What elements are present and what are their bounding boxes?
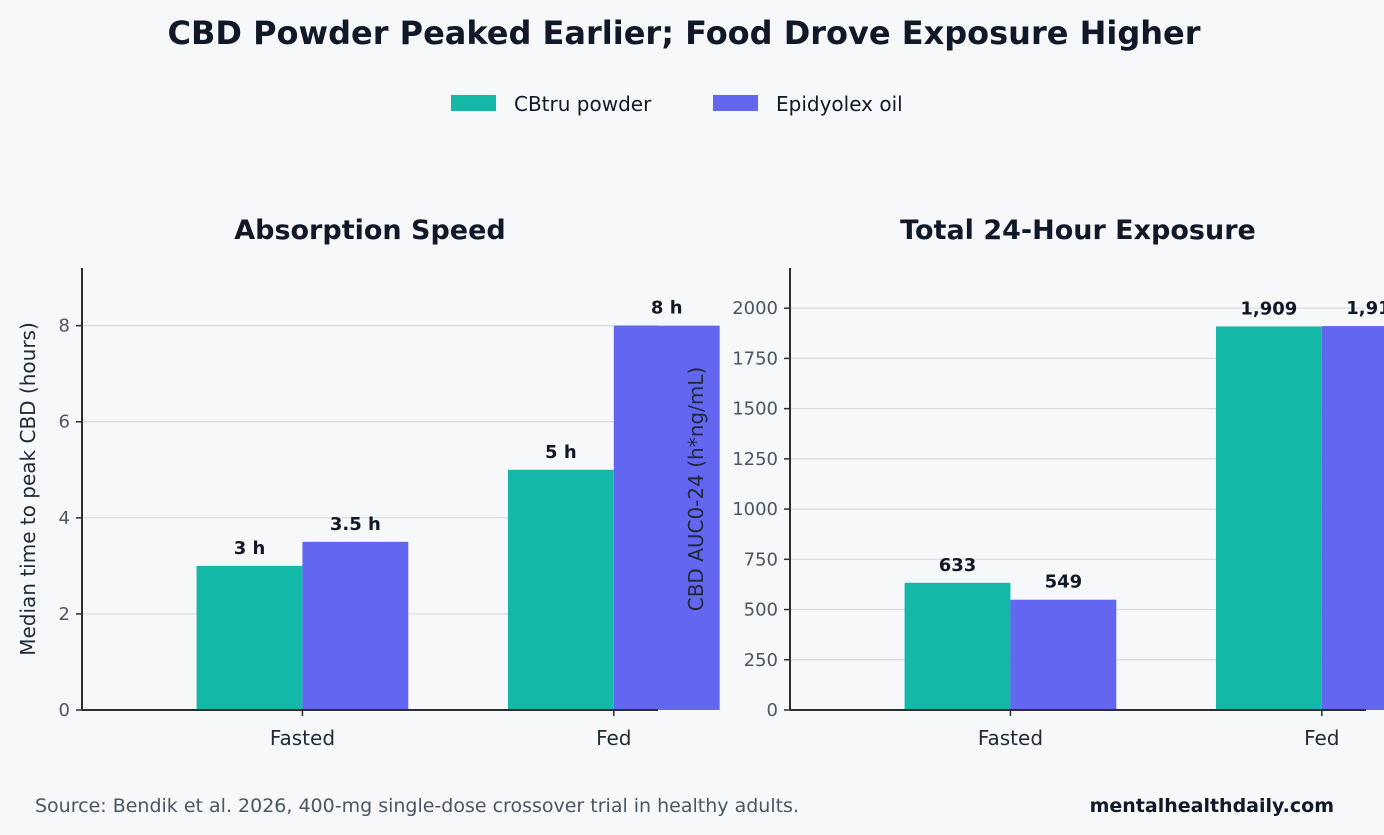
legend-label-2: Epidyolex oil	[776, 92, 903, 116]
legend: CBtru powder Epidyolex oil	[451, 92, 903, 116]
chart-panels: Absorption Speed 0 2 4 6 8 3 h 5 h 3.5 h 8 h Faste…	[16, 215, 1384, 750]
y-tick-label: 0	[767, 700, 778, 721]
y-tick-label: 1750	[732, 348, 778, 369]
y-axis-label: Median time to peak CBD (hours)	[16, 322, 40, 656]
x-tick-label: Fasted	[270, 726, 335, 750]
y-tick-label: 1250	[732, 449, 778, 470]
bar-2-fed	[613, 325, 720, 710]
legend-swatch-1	[451, 95, 496, 111]
data-label: 8 h	[651, 298, 683, 319]
data-label: 3.5 h	[330, 514, 381, 535]
legend-swatch-2	[713, 95, 758, 111]
y-tick-label: 1500	[732, 399, 778, 420]
bar-1-fed	[1215, 326, 1322, 710]
data-label: 1,911	[1346, 298, 1384, 319]
y-tick-label: 2000	[732, 298, 778, 319]
y-tick-label: 0	[59, 700, 70, 721]
legend-label-1: CBtru powder	[514, 92, 652, 116]
chart-panel-1: Absorption Speed 0 2 4 6 8 3 h 5 h 3.5 h 8 h Faste…	[16, 215, 720, 750]
x-tick-label: Fed	[1304, 726, 1339, 750]
main-title: CBD Powder Peaked Earlier; Food Drove Ex…	[168, 14, 1201, 52]
y-tick-label: 4	[59, 508, 70, 529]
y-tick-label: 750	[744, 549, 778, 570]
brand-label: mentalhealthdaily.com	[1089, 795, 1334, 817]
bar-1-fasted	[904, 582, 1011, 710]
source-note: Source: Bendik et al. 2026, 400-mg singl…	[35, 795, 799, 817]
chart-panel-2: Total 24-Hour Exposure 0 250 500 750 1000 1250…	[684, 215, 1384, 750]
y-tick-label: 250	[744, 650, 778, 671]
bar-1-fasted	[196, 565, 303, 710]
bar-2-fasted	[302, 541, 409, 710]
data-label: 549	[1045, 572, 1083, 593]
y-tick-label: 1000	[732, 499, 778, 520]
x-tick-label: Fed	[596, 726, 631, 750]
x-tick-label: Fasted	[978, 726, 1043, 750]
panel-title: Total 24-Hour Exposure	[900, 215, 1256, 246]
y-tick-label: 500	[744, 600, 778, 621]
y-axis-label: CBD AUC0-24 (h*ng/mL)	[684, 367, 708, 612]
data-label: 1,909	[1240, 298, 1297, 319]
panel-title: Absorption Speed	[234, 215, 506, 246]
bar-1-fed	[507, 469, 614, 710]
bar-2-fasted	[1010, 599, 1117, 710]
data-label: 5 h	[545, 442, 577, 463]
y-tick-label: 8	[59, 316, 70, 337]
bar-2-fed	[1321, 326, 1384, 710]
data-label: 633	[939, 555, 977, 576]
data-label: 3 h	[234, 538, 266, 559]
y-tick-label: 2	[59, 604, 70, 625]
y-tick-label: 6	[59, 412, 70, 433]
